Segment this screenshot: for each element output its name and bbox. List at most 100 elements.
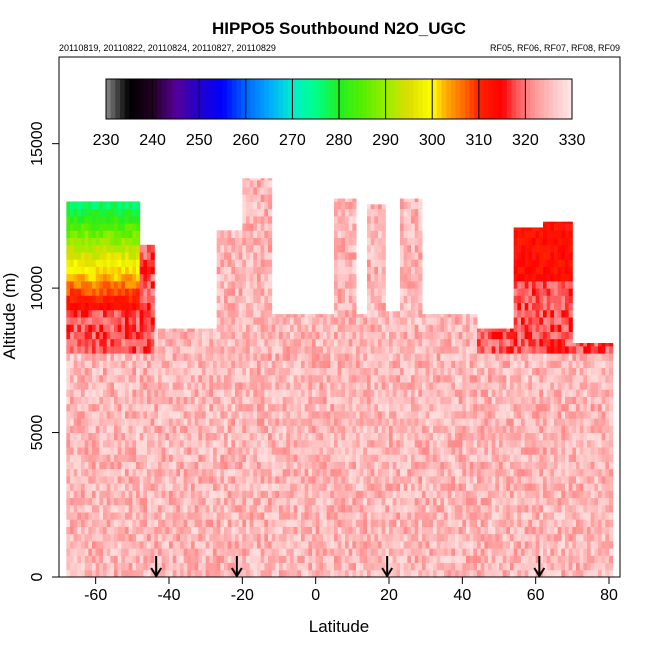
- heat-cell: [271, 353, 276, 361]
- heat-cell: [125, 280, 130, 289]
- heat-cell: [407, 418, 412, 426]
- heat-cell: [370, 569, 375, 577]
- heat-cell: [165, 439, 170, 448]
- heat-cell: [282, 374, 287, 383]
- heat-cell: [95, 468, 100, 477]
- heat-cell: [407, 324, 412, 332]
- heat-cell: [264, 569, 269, 577]
- heat-cell: [165, 555, 170, 564]
- heat-cell: [363, 317, 368, 325]
- heat-cell: [341, 569, 346, 577]
- heat-cell: [403, 461, 408, 470]
- heat-cell: [70, 548, 75, 556]
- heat-cell: [385, 533, 390, 542]
- heat-cell: [246, 317, 251, 325]
- heat-cell: [147, 490, 152, 499]
- heat-cell: [264, 338, 269, 347]
- heat-cell: [191, 439, 196, 448]
- heat-cell: [154, 548, 159, 556]
- heat-cell: [231, 273, 236, 282]
- heat-cell: [319, 490, 324, 499]
- heat-cell: [345, 410, 350, 419]
- heat-cell: [70, 367, 75, 376]
- heat-cell: [249, 519, 254, 527]
- heat-cell: [455, 324, 460, 332]
- heat-cell: [381, 468, 386, 477]
- heat-cell: [473, 475, 478, 484]
- heat-cell: [411, 396, 416, 405]
- heat-cell: [139, 302, 144, 311]
- heat-cell: [279, 512, 284, 520]
- heat-cell: [348, 309, 353, 318]
- heat-cell: [400, 367, 405, 376]
- heat-cell: [242, 215, 247, 224]
- heat-cell: [231, 396, 236, 405]
- heat-cell: [238, 396, 243, 405]
- heat-cell: [363, 533, 368, 542]
- heat-cell: [213, 519, 218, 527]
- heat-cell: [297, 314, 302, 318]
- heat-cell: [103, 432, 108, 441]
- heat-cell: [433, 461, 438, 470]
- heat-cell: [418, 288, 423, 296]
- heat-cell: [114, 223, 119, 231]
- heat-cell: [396, 432, 401, 441]
- heat-cell: [462, 345, 467, 354]
- heat-cell: [301, 396, 306, 405]
- heat-cell: [150, 403, 155, 412]
- heat-cell: [114, 410, 119, 419]
- heat-cell: [301, 360, 306, 369]
- heat-cell: [297, 331, 302, 340]
- heat-cell: [469, 324, 474, 332]
- heat-cell: [136, 432, 141, 441]
- heat-cell: [84, 360, 89, 369]
- heat-cell: [121, 208, 126, 217]
- heat-cell: [436, 548, 441, 556]
- heat-cell: [238, 454, 243, 462]
- heat-cell: [304, 382, 309, 390]
- heat-cell: [308, 533, 313, 542]
- heat-cell: [381, 490, 386, 499]
- heat-cell: [297, 548, 302, 556]
- heat-cell: [165, 490, 170, 499]
- heat-cell: [363, 504, 368, 513]
- heat-cell: [323, 490, 328, 499]
- heat-cell: [161, 519, 166, 527]
- heat-cell: [436, 396, 441, 405]
- heat-cell: [66, 273, 71, 282]
- heat-cell: [304, 439, 309, 448]
- heat-cell: [352, 519, 357, 527]
- heat-cell: [81, 403, 86, 412]
- heat-cell: [136, 266, 141, 275]
- heat-cell: [341, 266, 346, 275]
- heat-cell: [117, 309, 122, 318]
- heat-cell: [414, 295, 419, 304]
- heat-cell: [466, 475, 471, 484]
- heat-cell: [198, 367, 203, 376]
- heat-cell: [216, 280, 221, 289]
- heat-cell: [121, 353, 126, 361]
- heat-cell: [224, 345, 229, 354]
- heat-cell: [334, 519, 339, 527]
- heat-cell: [191, 512, 196, 520]
- heat-cell: [356, 353, 361, 361]
- heat-cell: [246, 194, 251, 202]
- heat-cell: [282, 468, 287, 477]
- heat-cell: [260, 295, 265, 304]
- heat-cell: [268, 396, 273, 405]
- profile-5: [242, 178, 273, 577]
- heat-cell: [440, 367, 445, 376]
- heat-cell: [359, 454, 364, 462]
- heat-cell: [374, 475, 379, 484]
- heat-cell: [440, 317, 445, 325]
- heat-cell: [293, 345, 298, 354]
- heat-cell: [411, 208, 416, 217]
- heat-cell: [378, 410, 383, 419]
- heat-cell: [106, 439, 111, 448]
- heat-cell: [246, 266, 251, 275]
- heat-cell: [323, 447, 328, 455]
- heat-cell: [400, 295, 405, 304]
- heat-cell: [253, 324, 258, 332]
- heat-cell: [400, 468, 405, 477]
- heat-cell: [132, 309, 137, 318]
